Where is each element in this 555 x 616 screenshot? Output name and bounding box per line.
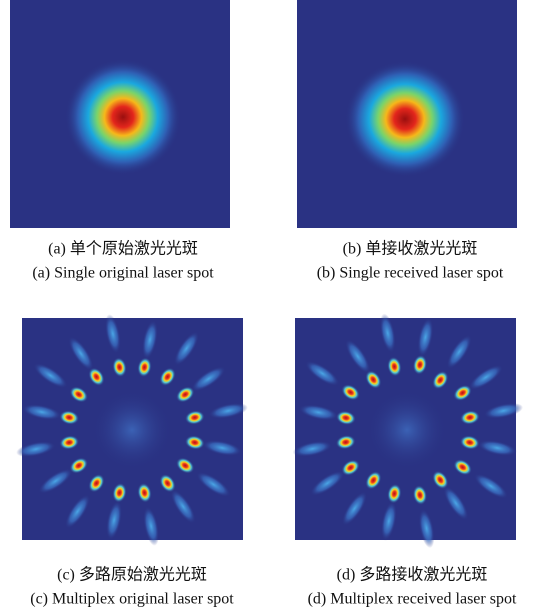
caption-en: (b) Single received laser spot	[317, 265, 504, 282]
caption-en: (d) Multiplex received laser spot	[308, 591, 517, 608]
caption-cn: (d) 多路接收激光光斑	[337, 566, 488, 584]
caption-en: (a) Single original laser spot	[32, 265, 214, 282]
panel-b-image	[297, 0, 517, 228]
light-lobe	[92, 390, 172, 470]
caption-cn: (a) 单个原始激光光斑	[48, 240, 198, 258]
caption-en: (c) Multiplex original laser spot	[30, 591, 234, 608]
caption-cn: (b) 单接收激光光斑	[343, 240, 478, 258]
panel-a-image	[10, 0, 230, 228]
caption-cn: (c) 多路原始激光光斑	[57, 566, 207, 584]
panel-d-image	[291, 312, 524, 549]
panel-c-image	[15, 313, 249, 547]
light-lobe	[367, 390, 447, 470]
figure: (a) 单个原始激光光斑 (a) Single original laser s…	[0, 0, 555, 616]
